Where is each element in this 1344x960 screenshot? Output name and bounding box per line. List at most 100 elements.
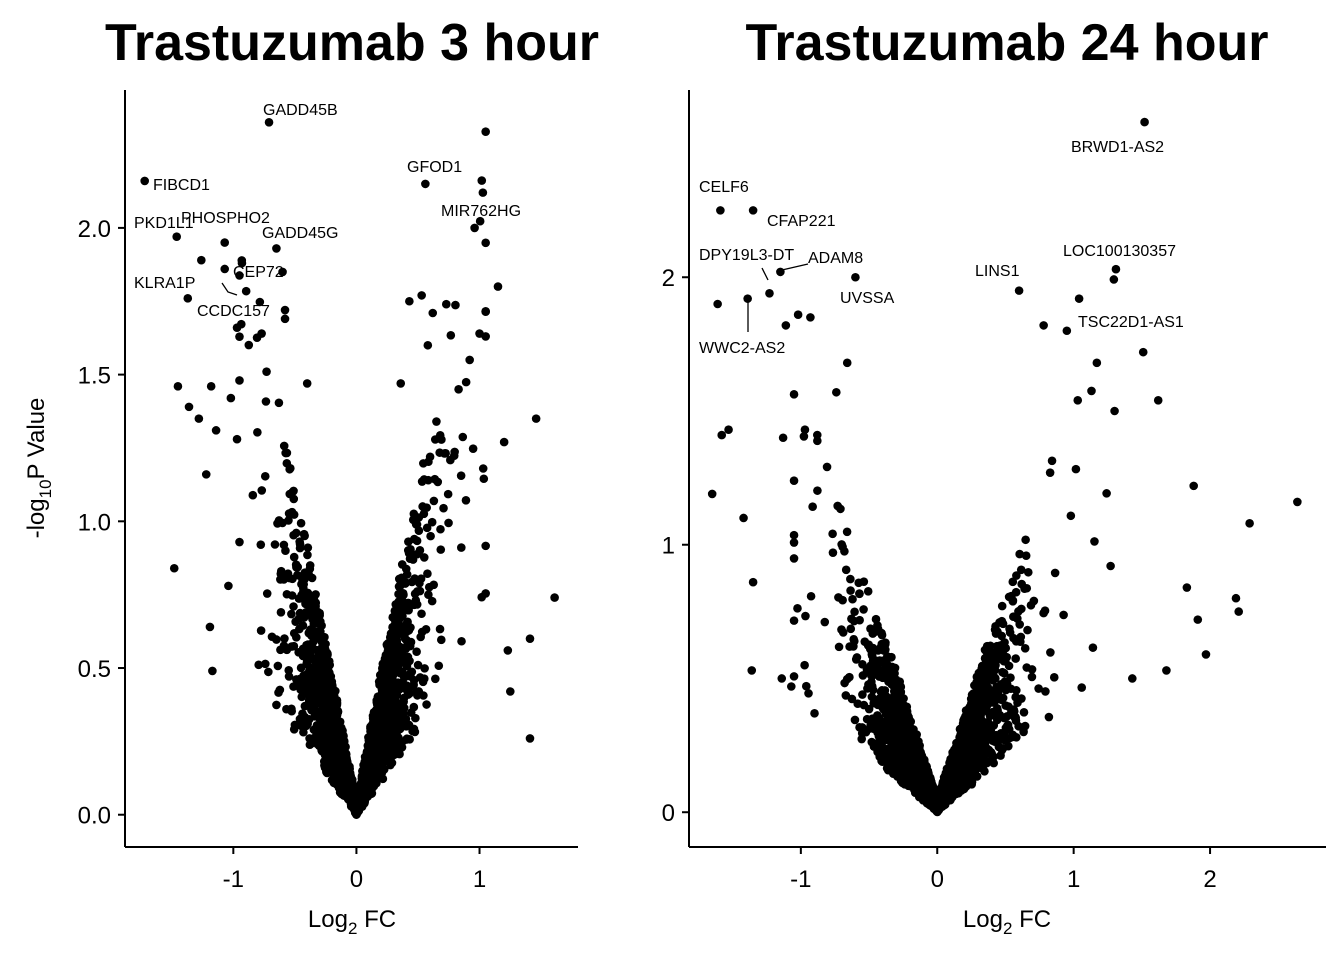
data-point — [426, 531, 435, 541]
data-point — [390, 740, 400, 749]
data-point — [444, 518, 453, 528]
data-point — [477, 176, 487, 185]
data-point — [1044, 712, 1054, 722]
data-point — [867, 692, 877, 702]
data-point — [992, 641, 1002, 651]
data-point — [291, 528, 301, 538]
data-point — [315, 711, 324, 721]
data-point — [398, 590, 408, 600]
x-tick-label: 0 — [350, 866, 363, 893]
data-point — [415, 578, 424, 588]
data-point — [381, 739, 391, 748]
data-point — [267, 632, 277, 642]
data-point — [481, 238, 490, 248]
data-point — [328, 692, 338, 702]
data-point — [881, 638, 890, 647]
data-point — [409, 724, 419, 734]
data-point — [264, 667, 273, 677]
data-point — [493, 282, 503, 291]
data-point — [311, 590, 320, 599]
data-point — [886, 653, 895, 662]
x-tick-label: 1 — [1067, 866, 1080, 893]
data-point — [286, 463, 295, 473]
data-point — [297, 716, 306, 725]
highlighted-point — [197, 255, 206, 265]
data-point — [1012, 571, 1021, 580]
data-point — [341, 789, 350, 798]
data-point — [369, 707, 379, 717]
highlighted-point — [140, 176, 149, 186]
data-point — [335, 766, 344, 776]
data-point — [253, 428, 262, 437]
data-point — [1059, 610, 1068, 620]
data-point — [237, 258, 247, 268]
data-point — [836, 504, 845, 514]
data-point — [1066, 511, 1076, 521]
data-point — [364, 739, 374, 748]
data-point — [350, 802, 360, 812]
data-point — [292, 633, 301, 642]
data-point — [260, 471, 270, 481]
data-point — [295, 608, 305, 618]
gene-label: GADD45B — [263, 102, 338, 119]
data-point — [388, 626, 398, 635]
data-point — [525, 734, 535, 743]
data-point — [1102, 489, 1111, 498]
data-point — [261, 397, 271, 406]
data-point — [254, 660, 263, 670]
data-point — [457, 543, 466, 552]
data-point — [323, 707, 333, 716]
data-point — [330, 737, 339, 746]
data-point — [1011, 654, 1020, 663]
data-point — [256, 626, 266, 635]
data-point — [395, 642, 405, 652]
data-point — [417, 627, 427, 637]
data-point — [451, 300, 460, 310]
data-point — [450, 447, 459, 457]
gene-label: PHOSPHO2 — [181, 210, 270, 227]
data-point — [461, 377, 471, 387]
highlighted-point — [421, 179, 430, 189]
data-point — [388, 717, 398, 727]
data-point — [318, 698, 328, 708]
data-point — [424, 457, 433, 467]
scatter-points — [707, 117, 1302, 817]
data-point — [300, 701, 310, 711]
data-point — [478, 188, 488, 197]
y-tick-label: 1 — [662, 533, 675, 560]
data-point — [287, 642, 296, 651]
data-point — [1071, 464, 1081, 474]
data-point — [173, 382, 183, 391]
data-point — [354, 785, 364, 794]
data-point — [481, 589, 490, 598]
data-point — [280, 314, 290, 324]
highlighted-point — [264, 117, 274, 127]
data-point — [298, 709, 307, 718]
gene-label: KLRA1P — [134, 275, 195, 292]
y-tick-label: 2 — [662, 265, 675, 292]
data-point — [837, 625, 846, 634]
data-point — [417, 291, 426, 300]
data-point — [294, 647, 303, 657]
data-point — [241, 286, 251, 296]
data-point — [789, 390, 799, 399]
data-point — [262, 367, 271, 376]
data-point — [435, 431, 445, 440]
data-point — [313, 627, 323, 637]
data-point — [274, 688, 283, 697]
data-point — [367, 785, 376, 795]
data-point — [427, 517, 437, 527]
data-point — [294, 594, 304, 603]
data-point — [304, 628, 314, 638]
gene-label: MIR762HG — [441, 203, 521, 220]
data-point — [1023, 567, 1033, 577]
data-point — [211, 426, 221, 435]
data-point — [374, 745, 383, 755]
data-point — [307, 597, 316, 607]
data-point — [388, 636, 398, 645]
axes: -1 0 10.00.51.01.52.0 — [78, 90, 578, 893]
data-point — [394, 582, 404, 591]
data-point — [394, 574, 404, 584]
